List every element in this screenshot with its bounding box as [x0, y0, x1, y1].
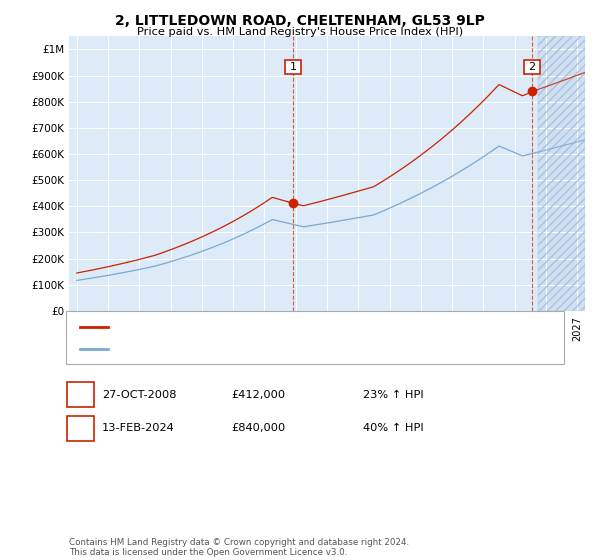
- Text: 2, LITTLEDOWN ROAD, CHELTENHAM, GL53 9LP: 2, LITTLEDOWN ROAD, CHELTENHAM, GL53 9LP: [115, 14, 485, 28]
- FancyBboxPatch shape: [524, 60, 541, 74]
- Text: 2: 2: [529, 62, 536, 72]
- Text: 2, LITTLEDOWN ROAD, CHELTENHAM, GL53 9LP (detached house): 2, LITTLEDOWN ROAD, CHELTENHAM, GL53 9LP…: [112, 322, 454, 332]
- Text: £840,000: £840,000: [231, 423, 285, 433]
- Text: 2: 2: [77, 423, 84, 433]
- Text: 13-FEB-2024: 13-FEB-2024: [102, 423, 175, 433]
- Text: 1: 1: [289, 62, 296, 72]
- Bar: [538, 36, 585, 311]
- Text: £412,000: £412,000: [231, 390, 285, 400]
- Text: 1: 1: [77, 390, 84, 400]
- Text: HPI: Average price, detached house, Cheltenham: HPI: Average price, detached house, Chel…: [112, 344, 368, 354]
- Text: 27-OCT-2008: 27-OCT-2008: [102, 390, 176, 400]
- FancyBboxPatch shape: [284, 60, 301, 74]
- Bar: [538, 36, 585, 311]
- Text: 23% ↑ HPI: 23% ↑ HPI: [363, 390, 424, 400]
- Text: 40% ↑ HPI: 40% ↑ HPI: [363, 423, 424, 433]
- Text: Price paid vs. HM Land Registry's House Price Index (HPI): Price paid vs. HM Land Registry's House …: [137, 27, 463, 37]
- Text: Contains HM Land Registry data © Crown copyright and database right 2024.
This d: Contains HM Land Registry data © Crown c…: [69, 538, 409, 557]
